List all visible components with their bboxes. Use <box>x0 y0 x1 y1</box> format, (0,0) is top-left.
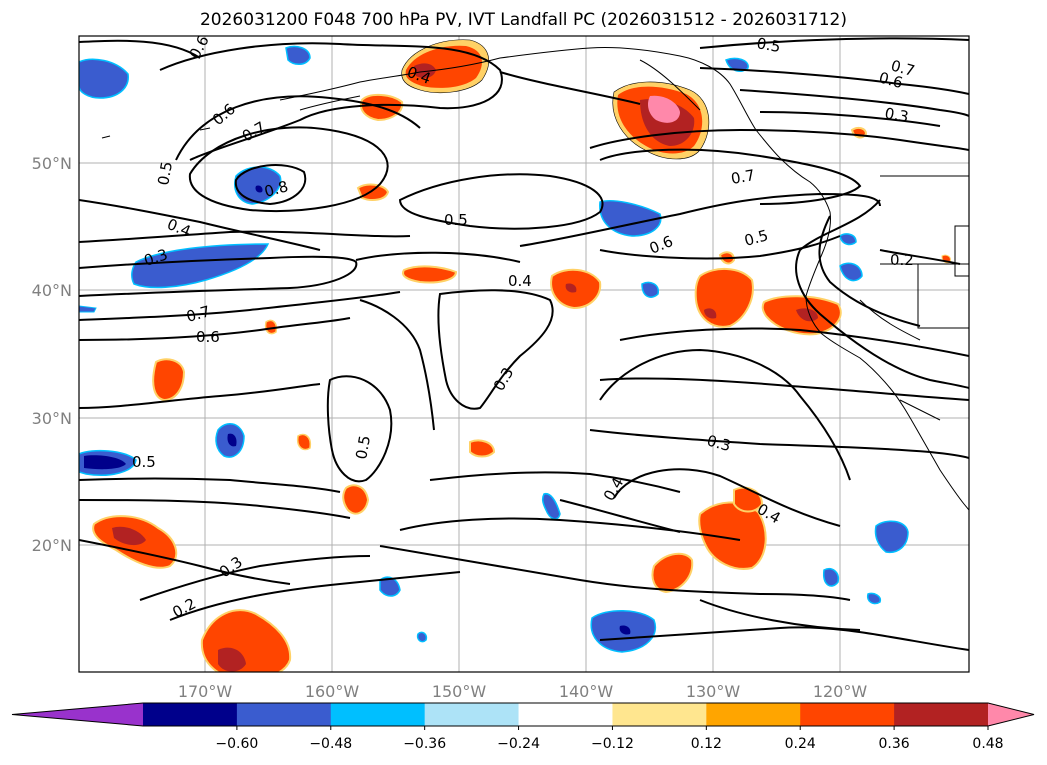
contour-label: 0.3 <box>705 431 733 455</box>
colorbar-swatch <box>800 703 895 726</box>
colorbar-extend-high <box>988 703 1034 726</box>
colorbar-tick-label: 0.36 <box>879 736 910 752</box>
contour-label: 0.5 <box>755 34 782 56</box>
contour-label: 0.6 <box>196 328 220 346</box>
colorbar-tick-label: −0.60 <box>215 736 258 752</box>
coastline <box>101 46 969 511</box>
contour-label: 0.3 <box>883 104 910 126</box>
contour-label: 0.6 <box>877 68 905 92</box>
colorbar-tick-label: 0.12 <box>691 736 722 752</box>
colorbar-swatch <box>706 703 801 726</box>
lon-label: 140°W <box>559 682 614 701</box>
lon-label: 130°W <box>686 682 741 701</box>
longitude-labels: 170°W 160°W 150°W 140°W 130°W 120°W <box>178 682 868 701</box>
colorbar-tick-label: −0.48 <box>309 736 352 752</box>
lat-label: 30°N <box>32 409 72 428</box>
contour-label: 0.7 <box>730 166 757 188</box>
lon-label: 160°W <box>305 682 360 701</box>
colorbar-swatch <box>143 703 238 726</box>
pv-contours <box>79 37 969 651</box>
colorbar-outline <box>11 702 1035 727</box>
lat-label: 40°N <box>32 281 72 300</box>
colorbar-swatch <box>894 703 989 726</box>
ivt-negative-anomalies <box>79 45 909 653</box>
colorbar-swatch <box>424 703 520 726</box>
contour-label: 0.5 <box>352 434 374 461</box>
map-frame <box>78 35 970 673</box>
colorbar-tick-label: −0.36 <box>403 736 446 752</box>
contour-label: 0.4 <box>508 272 532 290</box>
contour-label: 0.8 <box>262 177 290 201</box>
colorbar-swatch <box>518 703 613 726</box>
contour-label: 0.7 <box>184 302 212 326</box>
colorbar-swatch <box>236 703 332 726</box>
colorbar-tick-label: 0.24 <box>785 736 816 752</box>
lat-label: 20°N <box>32 536 72 555</box>
contour-label: 0.7 <box>889 56 917 80</box>
colorbar-tick-label: 0.48 <box>972 736 1003 752</box>
contour-label: 0.5 <box>742 226 770 250</box>
contour-label: 0.5 <box>154 160 176 187</box>
contour-label: 0.5 <box>444 211 468 229</box>
lat-label: 50°N <box>32 154 72 173</box>
lon-label: 120°W <box>813 682 868 701</box>
latitude-labels: 50°N 40°N 30°N 20°N <box>32 154 72 555</box>
colorbar-tick-label: −0.24 <box>497 736 540 752</box>
map-title: 2026031200 F048 700 hPa PV, IVT Landfall… <box>199 10 847 30</box>
colorbar-swatch <box>612 703 707 726</box>
contour-label: 0.5 <box>132 453 156 471</box>
colorbar-swatch <box>330 703 426 726</box>
contour-label: 0.2 <box>890 251 914 269</box>
lon-label: 170°W <box>178 682 233 701</box>
colorbar-tick-label: −0.12 <box>591 736 634 752</box>
lon-label: 150°W <box>432 682 487 701</box>
graticule <box>79 36 969 672</box>
colorbar: −0.60 −0.48 −0.36 −0.24 −0.12 0.12 0.24 0.36 0.4… <box>11 702 1035 752</box>
ivt-positive-anomalies <box>92 39 951 672</box>
colorbar-extend-low <box>12 703 143 726</box>
